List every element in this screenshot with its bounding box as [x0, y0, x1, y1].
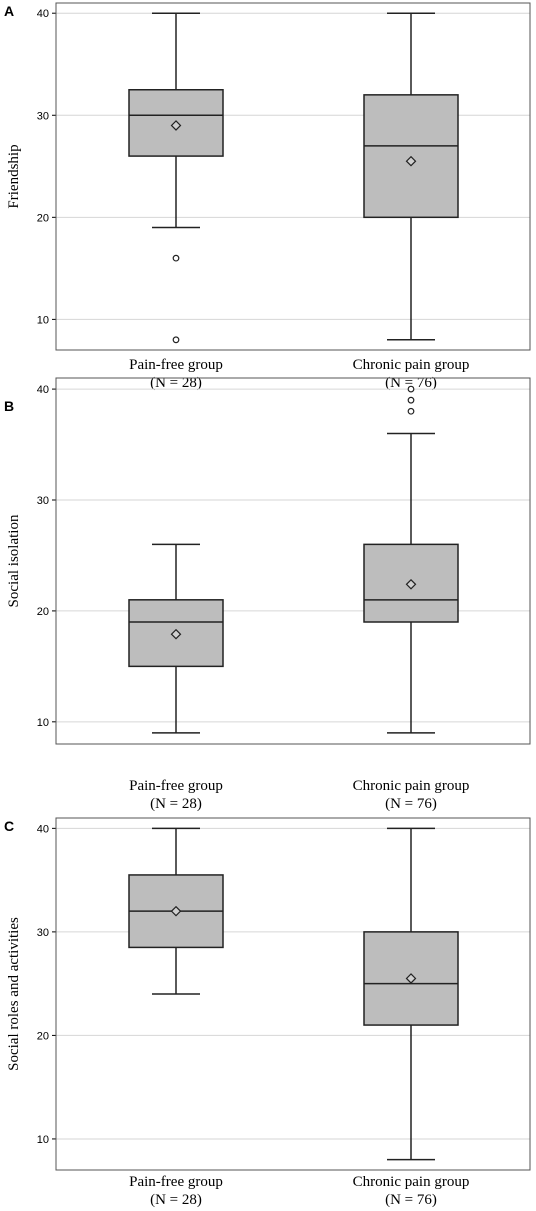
y-tick-label: 30	[37, 110, 49, 122]
panel-a: A 10 20 30 40 Friendship Pain-free group (N = 2…	[4, 2, 531, 391]
category-label: Pain-free group	[129, 1174, 223, 1190]
category-label: Chronic pain group	[353, 357, 470, 373]
panel-letter: A	[4, 3, 14, 19]
y-tick-label: 10	[37, 314, 49, 326]
mean-marker	[170, 628, 182, 640]
category-n-label: (N = 28)	[150, 1192, 202, 1208]
plot-frame	[55, 817, 531, 1171]
category-n-label: (N = 76)	[385, 796, 437, 812]
category-n-label: (N = 76)	[385, 1192, 437, 1208]
box-chronic-pain	[363, 827, 459, 1161]
y-tick-label: 30	[37, 495, 49, 507]
panel-letter: C	[4, 818, 14, 834]
category-n-label: (N = 28)	[150, 375, 202, 391]
y-tick-label: 40	[37, 384, 49, 396]
mean-marker	[405, 973, 417, 984]
box-pain-free	[128, 827, 224, 995]
mean-marker	[170, 905, 182, 917]
category-label: Chronic pain group	[353, 1174, 470, 1190]
y-tick-label: 20	[37, 606, 49, 618]
y-axis-label: Social isolation	[6, 514, 22, 607]
mean-marker	[170, 120, 182, 131]
panel-c: C 10 20 30 40 Social roles and activities Pain…	[4, 817, 531, 1208]
outlier-point	[172, 336, 180, 344]
category-label: Pain-free group	[129, 778, 223, 794]
category-n-label: (N = 76)	[385, 375, 437, 391]
y-tick-label: 10	[37, 717, 49, 729]
category-label: Pain-free group	[129, 357, 223, 373]
box-pain-free	[128, 543, 224, 734]
panel-b: B 10 20 30 40 Social isolation Pain-free group…	[4, 377, 531, 812]
y-tick-label: 20	[37, 212, 49, 224]
box-pain-free	[128, 12, 224, 344]
outlier-point	[407, 407, 415, 415]
y-tick-label: 40	[37, 823, 49, 835]
plot-frame	[55, 377, 531, 745]
y-axis-label: Friendship	[6, 144, 22, 208]
box-chronic-pain	[363, 12, 459, 341]
outlier-point	[172, 254, 180, 262]
plot-frame	[55, 2, 531, 351]
panel-letter: B	[4, 398, 14, 414]
category-n-label: (N = 28)	[150, 796, 202, 812]
category-label: Chronic pain group	[353, 778, 470, 794]
y-axis-label: Social roles and activities	[6, 917, 22, 1071]
iqr-box	[128, 599, 224, 668]
mean-marker	[405, 155, 417, 167]
mean-marker	[405, 578, 417, 590]
y-tick-label: 20	[37, 1030, 49, 1042]
y-tick-label: 40	[37, 8, 49, 20]
box-chronic-pain	[363, 385, 459, 734]
y-tick-label: 30	[37, 927, 49, 939]
y-tick-label: 10	[37, 1134, 49, 1146]
outlier-point	[407, 385, 415, 393]
outlier-point	[407, 396, 415, 404]
